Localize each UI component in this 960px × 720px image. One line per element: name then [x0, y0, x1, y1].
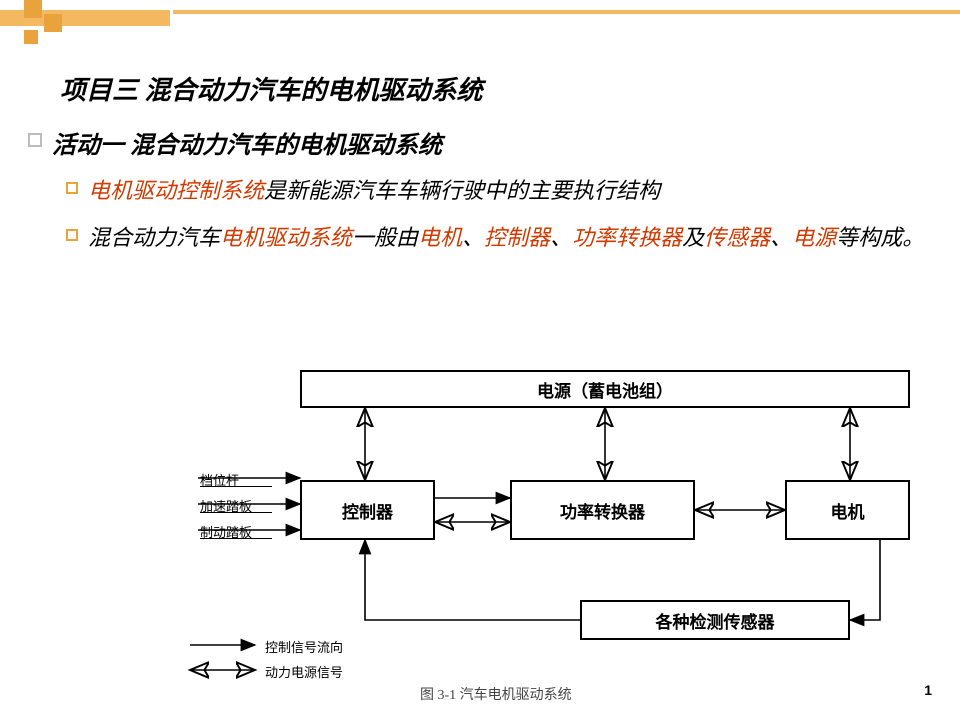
diagram-box-sensors: 各种检测传感器: [580, 600, 850, 640]
diagram-caption: 图 3-1 汽车电机驱动系统: [420, 684, 572, 704]
page-number: 1: [924, 682, 932, 698]
legend-label: 控制信号流向: [265, 637, 343, 656]
bullet-text: 电机驱动控制系统是新能源汽车车辆行驶中的主要执行结构: [88, 174, 660, 207]
square-bullet-icon: [66, 229, 78, 241]
bullet-row: 混合动力汽车电机驱动系统一般由电机、控制器、功率转换器及传感器、电源等构成。: [66, 221, 940, 254]
square-bullet-icon: [66, 182, 78, 194]
bullet-text: 混合动力汽车电机驱动系统一般由电机、控制器、功率转换器及传感器、电源等构成。: [88, 221, 924, 254]
slide-content: 项目三 混合动力汽车的电机驱动系统 活动一 混合动力汽车的电机驱动系统 电机驱动…: [20, 70, 940, 268]
page-title: 项目三 混合动力汽车的电机驱动系统: [60, 70, 940, 107]
bullet-row: 电机驱动控制系统是新能源汽车车辆行驶中的主要执行结构: [66, 174, 940, 207]
legend-label: 动力电源信号: [265, 662, 343, 681]
subtitle-row: 活动一 混合动力汽车的电机驱动系统: [28, 125, 940, 160]
diagram-box-converter: 功率转换器: [510, 480, 695, 540]
diagram-box-power: 电源（蓄电池组）: [300, 370, 910, 408]
square-bullet-icon: [28, 133, 42, 147]
diagram-box-controller: 控制器: [300, 480, 435, 540]
diagram-box-motor: 电机: [785, 480, 910, 540]
subtitle-text: 活动一 混合动力汽车的电机驱动系统: [52, 125, 442, 160]
block-diagram: 电源（蓄电池组）控制器功率转换器电机各种检测传感器 档位杆加速踏板制动踏板控制信…: [160, 370, 930, 700]
header-decor: [0, 0, 960, 50]
